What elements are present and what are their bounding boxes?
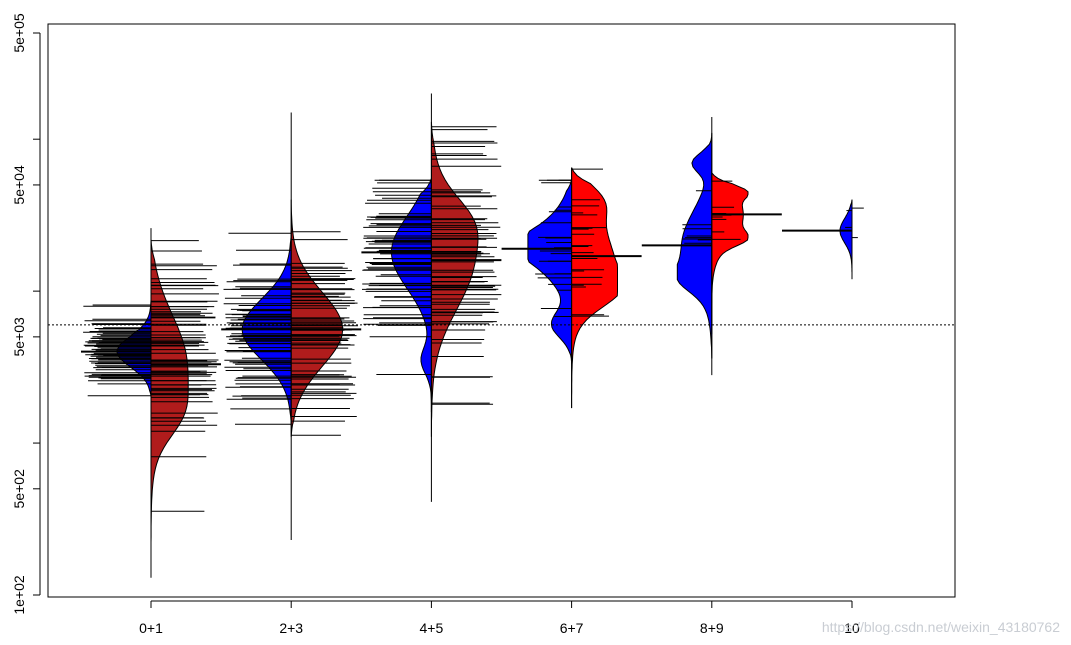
bean-8-9-right-density	[711, 171, 749, 335]
x-tick-label: 10	[844, 620, 860, 636]
x-tick-label: 4+5	[420, 620, 444, 636]
y-tick-label: 5e+05	[11, 13, 27, 53]
plot-frame	[47, 23, 956, 598]
x-tick-label: 6+7	[560, 620, 584, 636]
bean-0-1-right-density	[150, 239, 189, 553]
mean-lines-layer	[81, 213, 852, 366]
x-tick-label: 8+9	[700, 620, 724, 636]
x-tick-label: 0+1	[139, 620, 163, 636]
y-tick-label: 5e+04	[11, 165, 27, 205]
x-tick-label: 2+3	[279, 620, 303, 636]
beans-layer	[116, 121, 853, 553]
watermark-text: https://blog.csdn.net/weixin_43180762	[822, 619, 1060, 635]
bean-4-5-right-density	[430, 121, 479, 437]
y-axis: 1e+02 5e+02 5e+03 5e+04 5e+05	[11, 13, 41, 615]
bean-6-7-left-density	[527, 178, 573, 365]
y-tick-label: 1e+02	[11, 575, 27, 615]
rug-layer	[83, 93, 864, 578]
bean-10-left-density	[839, 199, 853, 280]
bean-6-7-right-density	[571, 167, 618, 409]
x-axis: 0+1 2+3 4+5 6+7 8+9 10	[139, 600, 860, 636]
bean-4-5-left-density	[390, 178, 432, 413]
y-tick-label: 5e+03	[11, 317, 27, 357]
y-tick-label: 5e+02	[11, 469, 27, 509]
